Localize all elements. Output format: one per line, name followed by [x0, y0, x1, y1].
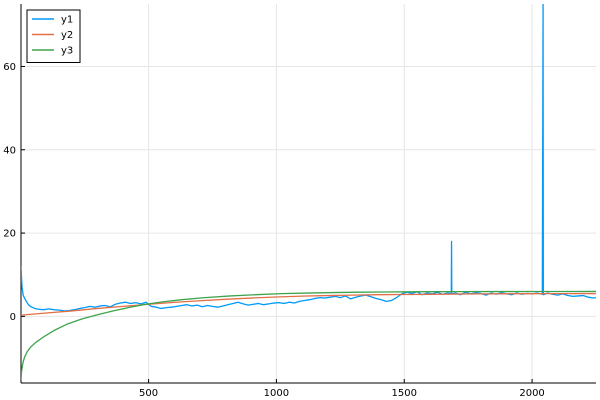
series-lines: [21, 4, 596, 380]
legend-label-y2: y2: [61, 30, 73, 41]
y-tick-label-2: 40: [3, 145, 16, 156]
y-tick-label-1: 20: [3, 229, 16, 240]
grid-lines: [21, 4, 596, 383]
y-tick-label-3: 60: [3, 62, 16, 73]
series-line-y1: [21, 4, 596, 312]
x-tick-label-0: 500: [139, 388, 158, 399]
x-tick-label-2: 1500: [392, 388, 417, 399]
x-tick-label-1: 1000: [264, 388, 289, 399]
x-tick-label-3: 2000: [519, 388, 544, 399]
legend: y1 y2 y3: [26, 9, 81, 63]
series-line-y3: [21, 290, 596, 380]
series-line-y2: [21, 292, 596, 316]
axes: [20, 4, 596, 384]
legend-label-y3: y3: [61, 46, 73, 57]
y-tick-label-0: 0: [10, 312, 16, 323]
tick-labels: 500 1000 1500 2000 0 20 40 60: [3, 62, 545, 399]
legend-label-y1: y1: [61, 15, 73, 26]
